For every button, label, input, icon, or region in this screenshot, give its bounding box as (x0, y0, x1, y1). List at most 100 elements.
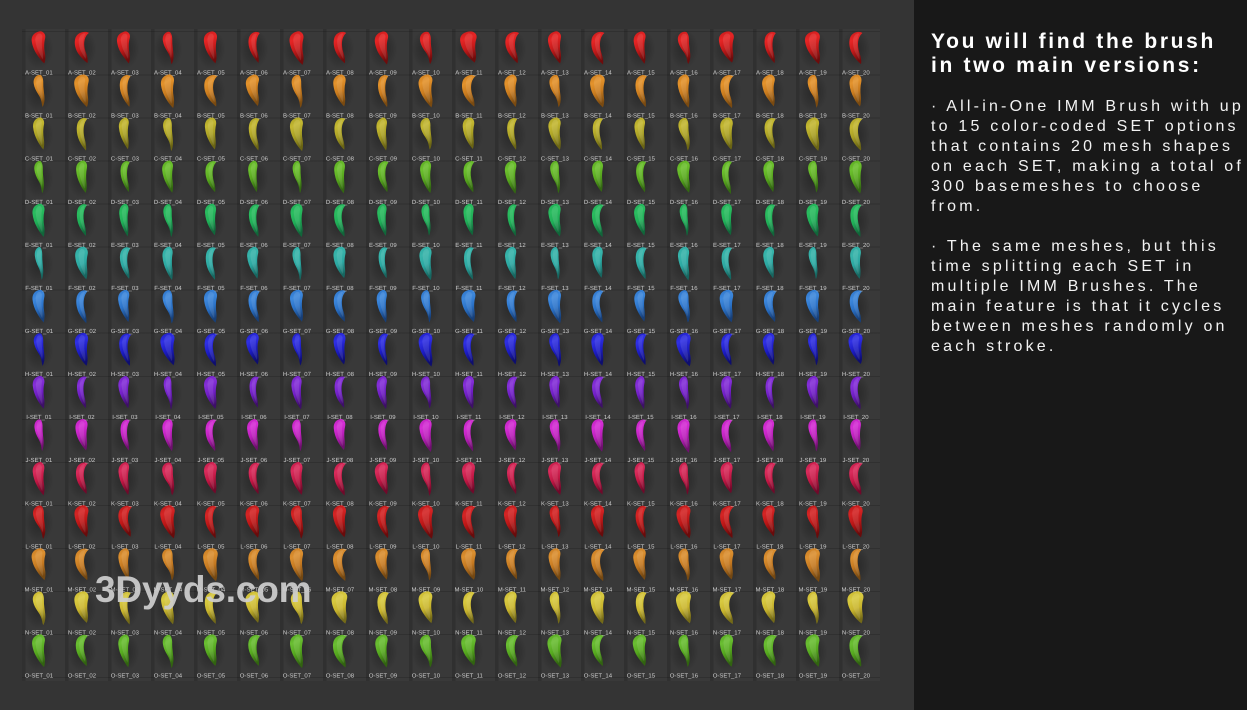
svg-text:I-SET_05: I-SET_05 (198, 414, 224, 421)
svg-text:I-SET_16: I-SET_16 (671, 414, 697, 421)
svg-text:C-SET_03: C-SET_03 (111, 156, 140, 163)
svg-text:B-SET_08: B-SET_08 (326, 113, 354, 120)
svg-text:F-SET_09: F-SET_09 (369, 285, 397, 292)
svg-text:K-SET_15: K-SET_15 (627, 500, 655, 507)
svg-text:K-SET_05: K-SET_05 (197, 500, 225, 507)
svg-text:J-SET_14: J-SET_14 (585, 457, 612, 464)
svg-text:J-SET_07: J-SET_07 (284, 457, 311, 464)
svg-text:L-SET_20: L-SET_20 (842, 543, 870, 550)
svg-text:J-SET_13: J-SET_13 (542, 457, 569, 464)
svg-text:C-SET_08: C-SET_08 (326, 156, 355, 163)
svg-text:M-SET_01: M-SET_01 (25, 586, 54, 593)
svg-text:L-SET_06: L-SET_06 (240, 543, 268, 550)
svg-text:O-SET_09: O-SET_09 (369, 673, 398, 680)
svg-text:B-SET_06: B-SET_06 (240, 113, 268, 120)
svg-text:J-SET_01: J-SET_01 (26, 457, 53, 464)
svg-text:B-SET_11: B-SET_11 (455, 113, 483, 120)
svg-text:M-SET_16: M-SET_16 (670, 586, 699, 593)
svg-text:J-SET_08: J-SET_08 (327, 457, 354, 464)
svg-text:B-SET_02: B-SET_02 (68, 113, 96, 120)
svg-text:N-SET_04: N-SET_04 (154, 630, 183, 637)
svg-text:G-SET_01: G-SET_01 (25, 328, 54, 335)
svg-text:H-SET_07: H-SET_07 (283, 371, 312, 378)
svg-text:H-SET_04: H-SET_04 (154, 371, 183, 378)
svg-text:O-SET_03: O-SET_03 (111, 673, 140, 680)
svg-text:G-SET_05: G-SET_05 (197, 328, 226, 335)
svg-text:A-SET_16: A-SET_16 (670, 70, 698, 77)
svg-text:A-SET_06: A-SET_06 (240, 70, 268, 77)
svg-text:A-SET_05: A-SET_05 (197, 70, 225, 77)
svg-text:D-SET_08: D-SET_08 (326, 199, 355, 206)
svg-text:B-SET_16: B-SET_16 (670, 113, 698, 120)
svg-text:C-SET_17: C-SET_17 (713, 156, 742, 163)
svg-text:I-SET_01: I-SET_01 (26, 414, 52, 421)
svg-text:F-SET_11: F-SET_11 (455, 285, 483, 292)
svg-text:K-SET_12: K-SET_12 (498, 500, 526, 507)
svg-text:K-SET_11: K-SET_11 (455, 500, 483, 507)
svg-text:C-SET_20: C-SET_20 (842, 156, 871, 163)
svg-text:J-SET_03: J-SET_03 (112, 457, 139, 464)
svg-text:C-SET_01: C-SET_01 (25, 156, 54, 163)
svg-text:J-SET_06: J-SET_06 (241, 457, 268, 464)
svg-text:E-SET_07: E-SET_07 (283, 242, 311, 249)
svg-text:G-SET_09: G-SET_09 (369, 328, 398, 335)
svg-text:G-SET_04: G-SET_04 (154, 328, 183, 335)
svg-text:H-SET_10: H-SET_10 (412, 371, 441, 378)
svg-text:F-SET_02: F-SET_02 (68, 285, 96, 292)
svg-text:O-SET_19: O-SET_19 (799, 673, 828, 680)
svg-text:A-SET_17: A-SET_17 (713, 70, 741, 77)
svg-text:F-SET_19: F-SET_19 (799, 285, 827, 292)
svg-text:A-SET_14: A-SET_14 (584, 70, 612, 77)
svg-text:C-SET_09: C-SET_09 (369, 156, 398, 163)
svg-text:K-SET_20: K-SET_20 (842, 500, 870, 507)
svg-text:A-SET_08: A-SET_08 (326, 70, 354, 77)
svg-text:I-SET_11: I-SET_11 (456, 414, 482, 421)
svg-text:M-SET_03: M-SET_03 (111, 586, 140, 593)
svg-text:C-SET_15: C-SET_15 (627, 156, 656, 163)
svg-text:D-SET_07: D-SET_07 (283, 199, 312, 206)
svg-text:H-SET_14: H-SET_14 (584, 371, 613, 378)
svg-text:D-SET_09: D-SET_09 (369, 199, 398, 206)
svg-text:M-SET_06: M-SET_06 (283, 586, 312, 593)
svg-text:D-SET_12: D-SET_12 (498, 199, 527, 206)
svg-text:D-SET_03: D-SET_03 (111, 199, 140, 206)
svg-text:L-SET_13: L-SET_13 (541, 543, 569, 550)
svg-text:C-SET_18: C-SET_18 (756, 156, 785, 163)
svg-text:M-SET_04: M-SET_04 (197, 586, 226, 593)
svg-text:L-SET_01: L-SET_01 (25, 543, 53, 550)
svg-text:O-SET_01: O-SET_01 (25, 673, 54, 680)
svg-text:H-SET_19: H-SET_19 (799, 371, 828, 378)
svg-text:M-SET_09: M-SET_09 (412, 586, 441, 593)
svg-text:N-SET_08: N-SET_08 (326, 630, 355, 637)
svg-text:J-SET_16: J-SET_16 (671, 457, 698, 464)
svg-text:O-SET_13: O-SET_13 (541, 673, 570, 680)
svg-text:N-SET_20: N-SET_20 (842, 630, 871, 637)
svg-text:O-SET_06: O-SET_06 (240, 673, 269, 680)
svg-text:E-SET_09: E-SET_09 (369, 242, 397, 249)
svg-text:D-SET_20: D-SET_20 (842, 199, 871, 206)
svg-text:H-SET_17: H-SET_17 (713, 371, 742, 378)
svg-text:H-SET_09: H-SET_09 (369, 371, 398, 378)
svg-text:D-SET_04: D-SET_04 (154, 199, 183, 206)
svg-text:E-SET_18: E-SET_18 (756, 242, 784, 249)
svg-text:F-SET_03: F-SET_03 (111, 285, 139, 292)
svg-text:C-SET_02: C-SET_02 (68, 156, 97, 163)
svg-text:A-SET_01: A-SET_01 (25, 70, 53, 77)
svg-text:N-SET_11: N-SET_11 (455, 630, 483, 637)
svg-text:C-SET_07: C-SET_07 (283, 156, 312, 163)
svg-text:G-SET_07: G-SET_07 (283, 328, 312, 335)
svg-text:D-SET_15: D-SET_15 (627, 199, 656, 206)
svg-text:N-SET_02: N-SET_02 (68, 630, 97, 637)
svg-text:B-SET_18: B-SET_18 (756, 113, 784, 120)
svg-text:N-SET_07: N-SET_07 (283, 630, 312, 637)
svg-text:O-SET_18: O-SET_18 (756, 673, 785, 680)
svg-text:I-SET_18: I-SET_18 (757, 414, 783, 421)
svg-text:B-SET_17: B-SET_17 (713, 113, 741, 120)
svg-text:I-SET_19: I-SET_19 (800, 414, 826, 421)
svg-text:O-SET_16: O-SET_16 (670, 673, 699, 680)
svg-text:N-SET_06: N-SET_06 (240, 630, 269, 637)
svg-text:E-SET_15: E-SET_15 (627, 242, 655, 249)
svg-text:G-SET_13: G-SET_13 (541, 328, 570, 335)
svg-text:L-SET_07: L-SET_07 (283, 543, 311, 550)
svg-text:K-SET_18: K-SET_18 (756, 500, 784, 507)
